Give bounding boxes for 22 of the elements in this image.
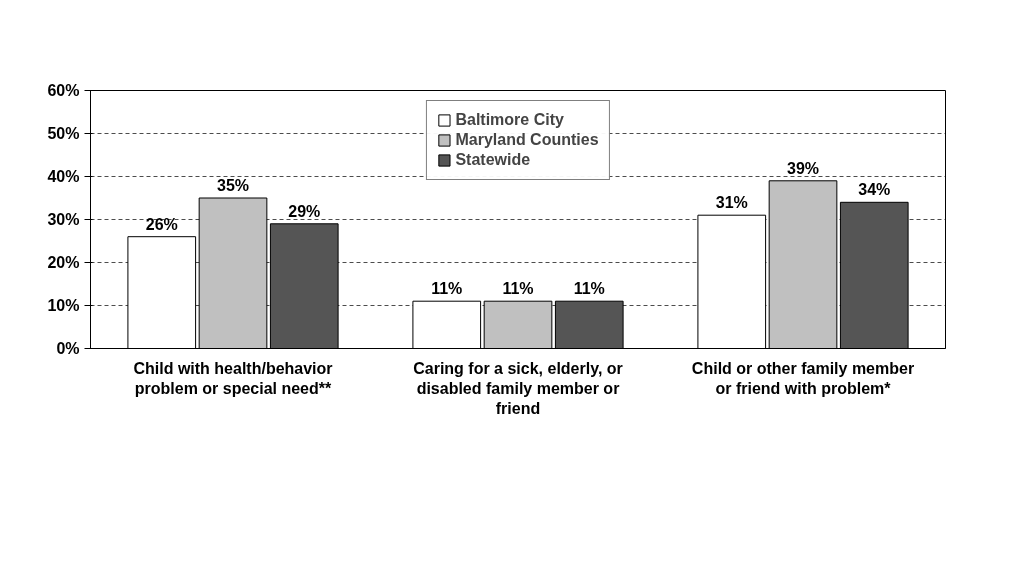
x-tick-label: Child with health/behavior problem or special need** xyxy=(133,359,333,397)
y-tick-label: 0% xyxy=(56,340,80,357)
data-label: 29% xyxy=(288,202,321,220)
data-label: 35% xyxy=(216,177,250,194)
data-label: 11% xyxy=(573,280,605,298)
legend-label: Statewide xyxy=(455,151,531,169)
y-tick-label: 10% xyxy=(47,297,80,314)
data-label: 26% xyxy=(145,215,178,233)
legend-label: Maryland Counties xyxy=(455,131,599,149)
data-label: 39% xyxy=(786,159,820,177)
x-tick-label: Child or other family member or friend with problem* xyxy=(691,359,915,397)
y-tick-label: 20% xyxy=(47,254,80,271)
x-tick-label: Caring for a sick, elderly, or disabled family member or friend xyxy=(413,359,623,418)
y-tick-label: 40% xyxy=(47,168,80,185)
data-label: 31% xyxy=(715,194,748,212)
data-label: 11% xyxy=(502,280,534,298)
data-label: 34% xyxy=(858,181,891,199)
y-tick-label: 60% xyxy=(47,82,80,99)
y-tick-label: 50% xyxy=(47,125,80,142)
legend-label: Baltimore City xyxy=(455,111,564,129)
y-tick-label: 30% xyxy=(47,211,80,228)
data-label: 11% xyxy=(431,280,463,298)
